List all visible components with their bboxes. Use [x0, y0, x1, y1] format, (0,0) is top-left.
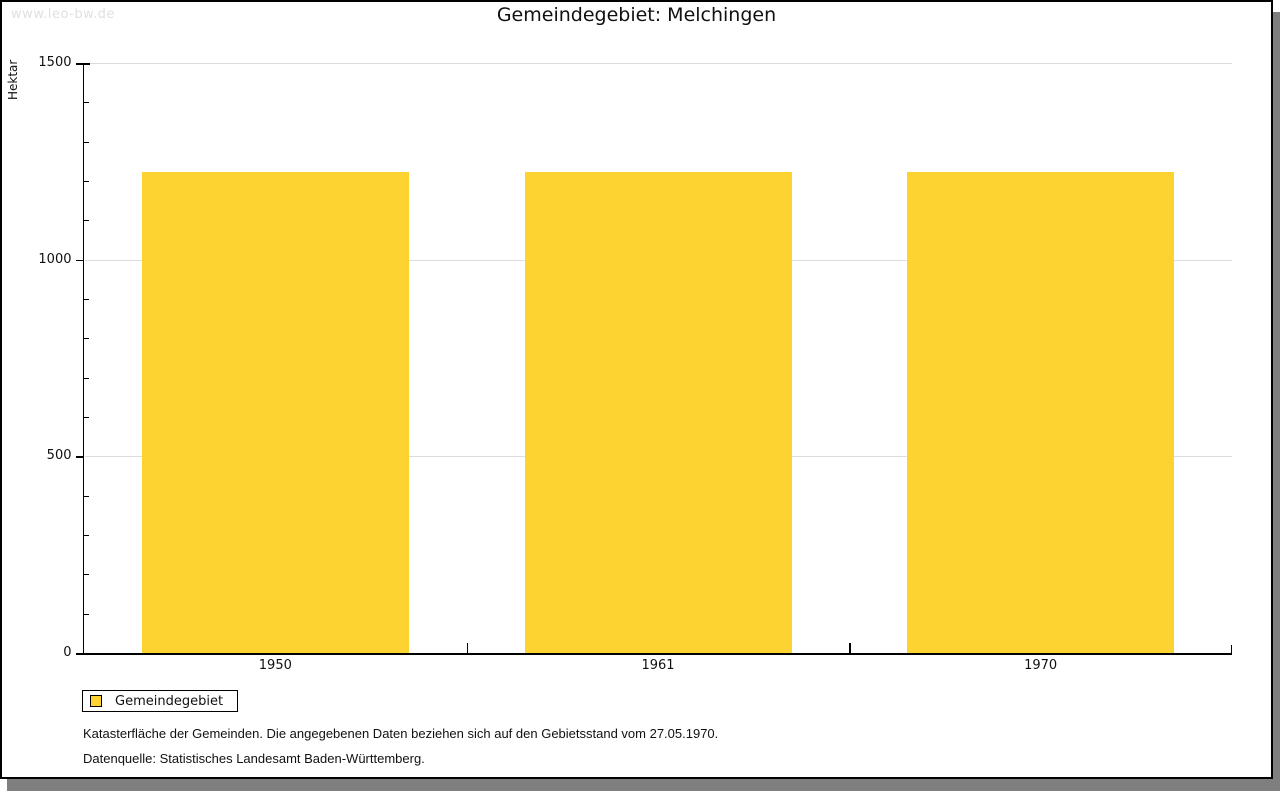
x-tick-label-1950: 1950 — [258, 658, 292, 673]
y-minor-tick-1200 — [84, 181, 89, 182]
legend-swatch-icon — [90, 695, 102, 707]
gridline-1500 — [85, 63, 1232, 64]
y-major-tick-1500 — [75, 63, 83, 65]
y-minor-tick-300 — [84, 535, 89, 536]
bar-1970 — [907, 172, 1175, 653]
y-minor-tick-1100 — [84, 220, 89, 222]
y-minor-tick-200 — [84, 574, 89, 576]
y-minor-tick-1400 — [84, 102, 89, 104]
watermark: www.leo-bw.de — [11, 7, 115, 22]
y-tick-label-500: 500 — [46, 448, 72, 464]
y-minor-tick-600 — [84, 417, 89, 418]
y-minor-tick-1300 — [84, 141, 89, 143]
legend: Gemeindegebiet — [82, 690, 239, 712]
x-divider-tick-2 — [849, 643, 851, 653]
y-major-tick-500 — [75, 456, 83, 458]
x-tick-label-1961: 1961 — [641, 658, 675, 673]
footnote-data-source: Datenquelle: Statistisches Landesamt Bad… — [83, 751, 425, 766]
y-tick-label-1000: 1000 — [38, 251, 72, 267]
chart-title: Gemeindegebiet: Melchingen — [496, 4, 777, 26]
chart-frame: www.leo-bw.de Gemeindegebiet: Melchingen… — [0, 0, 1273, 779]
x-axis-end-tick — [1230, 645, 1232, 653]
y-axis-line — [82, 63, 84, 655]
y-minor-tick-800 — [84, 338, 89, 340]
y-axis-top-tick — [84, 63, 90, 65]
y-minor-tick-400 — [84, 495, 89, 497]
x-divider-tick-1 — [466, 643, 469, 653]
y-major-tick-0 — [75, 653, 83, 655]
y-minor-tick-900 — [84, 299, 89, 300]
x-axis-line — [82, 653, 1232, 655]
y-tick-label-0: 0 — [63, 645, 72, 660]
y-minor-tick-700 — [84, 377, 89, 379]
y-axis-title: Hektar — [6, 59, 20, 100]
x-tick-label-1970: 1970 — [1024, 658, 1058, 673]
bar-1961 — [524, 172, 792, 653]
y-major-tick-1000 — [75, 259, 83, 262]
footnote-source-note: Katasterfläche der Gemeinden. Die angege… — [83, 726, 719, 741]
y-minor-tick-100 — [84, 613, 89, 615]
legend-label: Gemeindegebiet — [115, 693, 224, 709]
bar-1950 — [141, 172, 409, 653]
y-tick-label-1500: 1500 — [38, 55, 72, 70]
